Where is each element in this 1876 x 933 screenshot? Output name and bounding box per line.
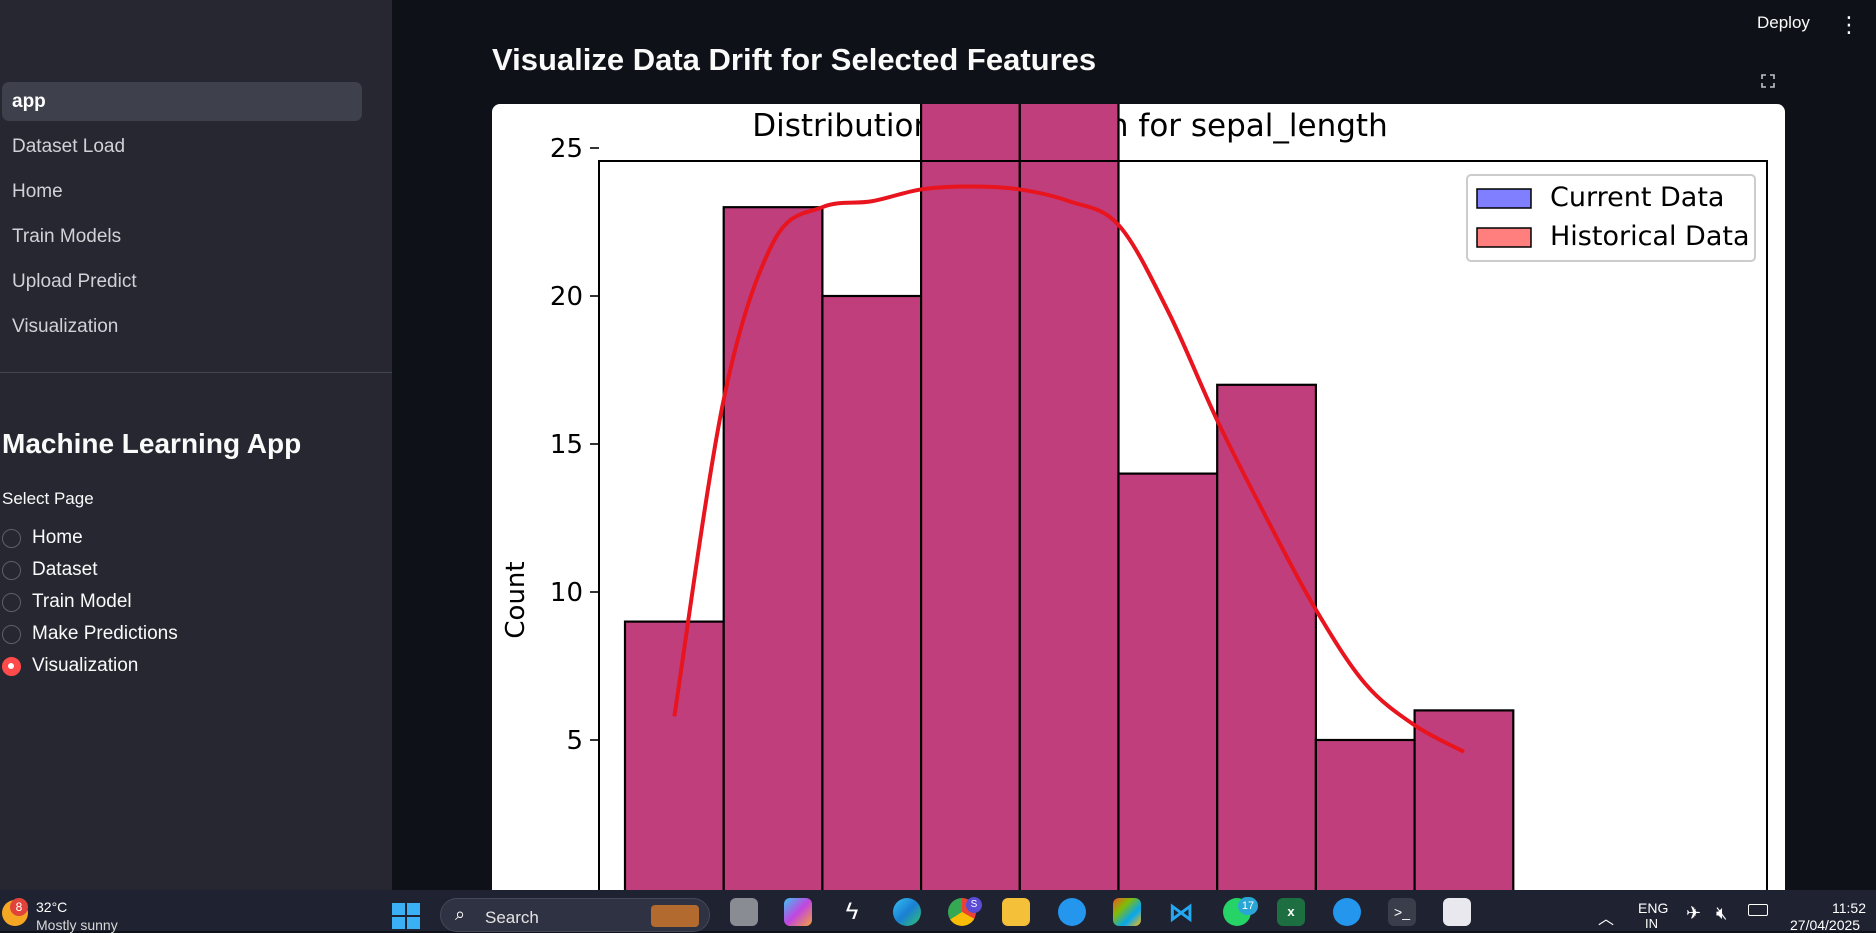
kebab-menu-icon[interactable]: ⋮: [1838, 12, 1860, 37]
chart-container: Distribution Comparison for sepal_length…: [492, 104, 1785, 904]
terminal-icon[interactable]: >_: [1388, 898, 1416, 926]
volume-muted-icon[interactable]: 🔇︎: [1716, 903, 1728, 923]
y-axis-label: Count: [501, 561, 531, 638]
docker-desktop-icon[interactable]: [1333, 898, 1361, 926]
weather-desc[interactable]: Mostly sunny: [36, 917, 118, 933]
chrome-profile-badge: S: [966, 897, 982, 913]
legend-swatch-current: [1476, 188, 1532, 209]
airplane-mode-icon[interactable]: ✈: [1686, 903, 1702, 923]
histogram-bar: [1018, 104, 1120, 904]
radio-label: Make Predictions: [32, 623, 178, 644]
excel-icon[interactable]: x: [1277, 898, 1305, 926]
legend-swatch-historical: [1476, 227, 1532, 248]
distribution-chart: Distribution Comparison for sepal_length…: [501, 104, 1768, 904]
radio-button-icon[interactable]: [2, 528, 21, 548]
y-tick-label: 15: [550, 430, 583, 460]
legend-frame: [1466, 174, 1756, 262]
weather-temp[interactable]: 32°C: [36, 899, 68, 915]
histogram-bar: [623, 620, 725, 904]
radio-train-model[interactable]: Train Model: [2, 586, 178, 618]
vscode-icon[interactable]: ⋈: [1167, 897, 1195, 927]
sidebar-item-app[interactable]: app: [2, 82, 362, 121]
sidebar-item-home[interactable]: Home: [12, 180, 63, 202]
store-icon[interactable]: [1113, 898, 1141, 926]
radio-label: Visualization: [32, 655, 139, 676]
docker-icon[interactable]: [1058, 898, 1086, 926]
windows-start-icon[interactable]: [392, 903, 420, 929]
sidebar-item-visualization[interactable]: Visualization: [12, 315, 119, 337]
language-indicator[interactable]: ENG: [1638, 900, 1669, 916]
weather-badge: 8: [10, 898, 28, 916]
page-heading: Visualize Data Drift for Selected Featur…: [492, 42, 1097, 77]
select-page-label: Select Page: [2, 489, 94, 508]
sidebar: app Dataset Load Home Train Models Uploa…: [0, 0, 392, 890]
y-tick-label: 5: [566, 726, 583, 756]
search-placeholder: Search: [485, 908, 539, 927]
radio-label: Dataset: [32, 559, 98, 580]
clock-date[interactable]: 27/04/2025: [1790, 917, 1861, 933]
battery-icon[interactable]: [1748, 904, 1768, 916]
radio-home[interactable]: Home: [2, 522, 178, 554]
histogram-bar: [1216, 383, 1318, 904]
radio-visualization[interactable]: Visualization: [2, 650, 178, 682]
y-tick-label: 25: [550, 134, 583, 164]
radio-label: Home: [32, 527, 83, 548]
radio-button-checked-icon[interactable]: [2, 656, 21, 676]
legend-label-current: Current Data: [1550, 182, 1724, 213]
legend: Current Data Historical Data: [1466, 174, 1756, 262]
kde-line: [672, 184, 1465, 754]
histogram-bar: [821, 294, 923, 904]
deploy-button[interactable]: Deploy: [1757, 13, 1810, 32]
y-tick-label: 10: [550, 578, 583, 608]
clock-time[interactable]: 11:52: [1832, 900, 1866, 916]
histogram-bar: [1413, 709, 1515, 904]
windows-taskbar: [0, 890, 1876, 931]
search-highlight-icon: [651, 905, 699, 927]
legend-label-historical: Historical Data: [1550, 221, 1750, 252]
whatsapp-badge: 17: [1238, 897, 1258, 915]
sidebar-item-upload-predict[interactable]: Upload Predict: [12, 270, 137, 292]
y-tick-label: 20: [550, 282, 583, 312]
search-icon: ⌕: [455, 904, 466, 924]
radio-dataset[interactable]: Dataset: [2, 554, 178, 586]
histogram-bar: [1314, 738, 1416, 904]
radio-button-icon[interactable]: [2, 624, 21, 644]
snipping-tool-icon[interactable]: [1443, 898, 1471, 926]
radio-label: Train Model: [32, 591, 132, 612]
radio-button-icon[interactable]: [2, 592, 21, 612]
app-bolt-icon[interactable]: ϟ: [838, 898, 866, 926]
taskbar-search[interactable]: ⌕ Search: [440, 898, 710, 932]
page-radio-group: Home Dataset Train Model Make Prediction…: [2, 522, 178, 682]
sidebar-nav: app Dataset Load Home Train Models Uploa…: [2, 82, 362, 352]
edge-icon[interactable]: [893, 898, 921, 926]
tray-chevron-up-icon[interactable]: ︿: [1598, 911, 1615, 928]
language-region[interactable]: IN: [1645, 916, 1658, 931]
histogram-bar: [1117, 472, 1219, 904]
histogram-bar: [920, 104, 1021, 904]
file-explorer-icon[interactable]: [1002, 898, 1030, 926]
radio-button-icon[interactable]: [2, 560, 21, 580]
task-view-icon[interactable]: [730, 898, 758, 926]
fullscreen-icon[interactable]: [1757, 70, 1779, 92]
app-title: Machine Learning App: [2, 428, 302, 459]
sidebar-divider: [0, 372, 392, 373]
sidebar-item-train-models[interactable]: Train Models: [12, 225, 122, 247]
histogram-bar: [722, 206, 824, 904]
copilot-icon[interactable]: [784, 898, 812, 926]
sidebar-item-dataset-load[interactable]: Dataset Load: [12, 135, 126, 157]
radio-make-predictions[interactable]: Make Predictions: [2, 618, 178, 650]
plot-frame: [598, 160, 1768, 904]
